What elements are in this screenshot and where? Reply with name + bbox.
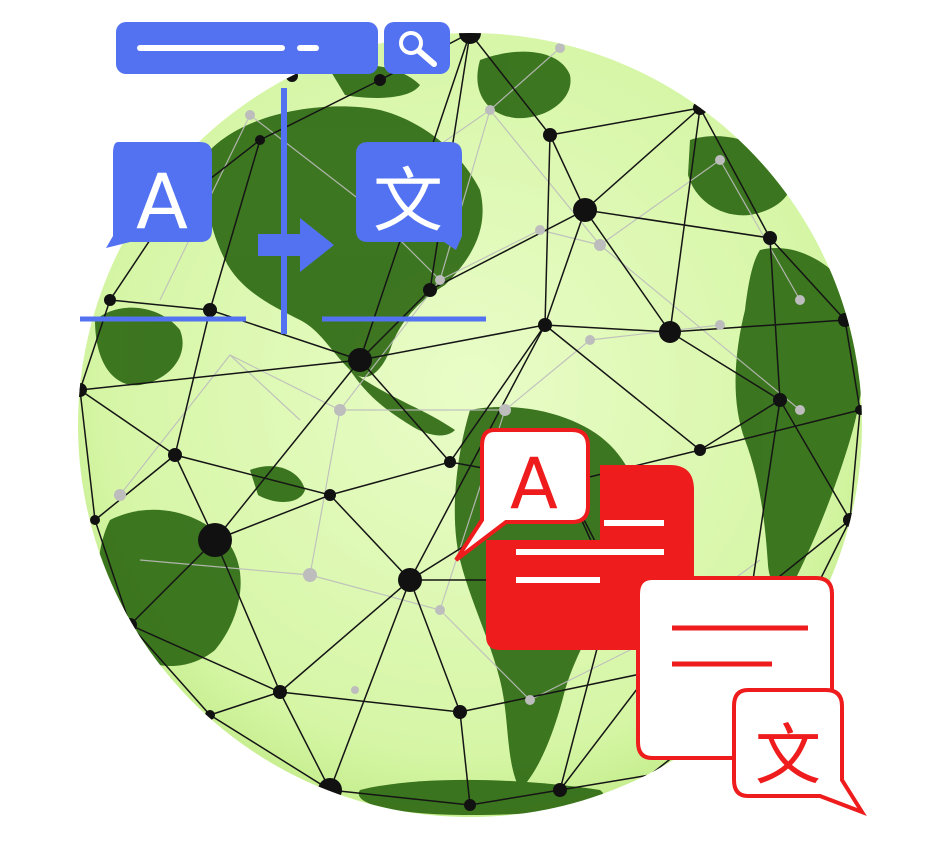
translate-bubble-icon: A (454, 428, 590, 562)
arrow-right-icon (258, 218, 334, 272)
source-language-bubble: A (106, 142, 212, 248)
africa-landmass (735, 248, 862, 591)
red-target-glyph: 文 (755, 717, 821, 794)
pacific-islands (250, 466, 305, 502)
greenland-landmass (477, 51, 571, 119)
red-source-glyph: A (510, 443, 558, 525)
target-glyph: 文 (373, 160, 443, 242)
asia-landmass (95, 307, 183, 386)
network-mesh-icon (78, 33, 862, 811)
search-bar (116, 22, 450, 74)
blue-translate-ui: A 文 (80, 22, 486, 334)
antarctica-landmass (358, 779, 604, 815)
source-glyph: A (136, 157, 188, 246)
target-language-bubble: 文 (356, 142, 462, 250)
search-button (384, 22, 450, 74)
globe-icon (78, 33, 862, 817)
central-america-landmass (350, 370, 455, 436)
red-translate-icon: A 文 (454, 428, 867, 816)
red-target-bubble: 文 (732, 688, 867, 816)
search-icon (399, 31, 437, 67)
